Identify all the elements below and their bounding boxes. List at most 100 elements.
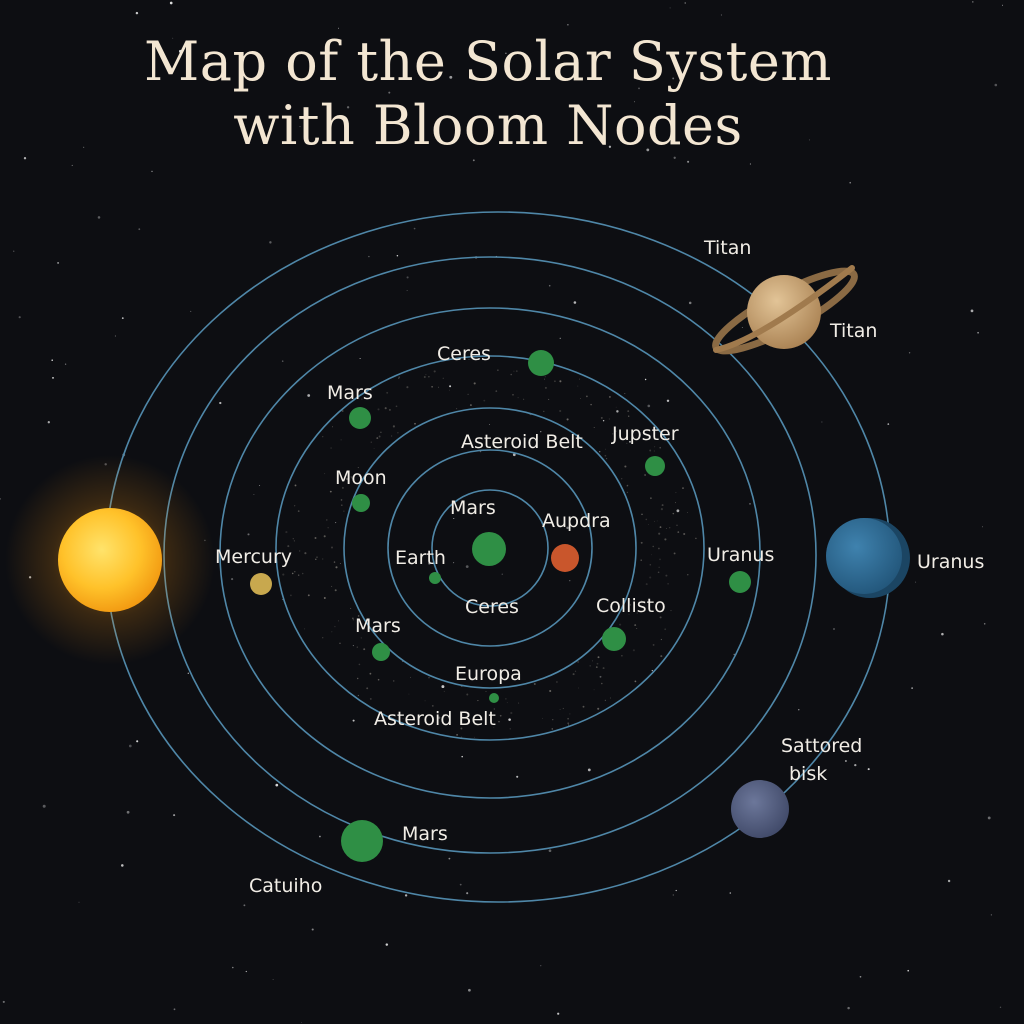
star [849, 181, 851, 184]
asteroid-dust [636, 612, 638, 614]
asteroid-dust [596, 662, 599, 665]
star [516, 775, 519, 778]
star [808, 139, 811, 141]
asteroid-dust [333, 561, 336, 563]
asteroid-dust [658, 566, 660, 568]
node-moon[interactable] [352, 494, 370, 512]
ringed-planet-icon[interactable] [708, 258, 863, 363]
asteroid-dust [386, 391, 389, 394]
star [749, 503, 751, 505]
star [385, 943, 389, 946]
asteroid-dust [604, 699, 607, 702]
asteroid-dust [627, 410, 630, 412]
orbit-ring-2 [387, 449, 593, 647]
star [729, 892, 732, 894]
asteroid-dust [586, 395, 588, 398]
asteroid-dust [380, 431, 382, 434]
asteroid-dust [433, 370, 436, 373]
star [428, 562, 431, 565]
asteroid-dust [307, 594, 310, 597]
node-mars-bottom[interactable] [341, 820, 383, 862]
star [608, 145, 612, 148]
asteroid-dust [626, 484, 629, 487]
asteroid-dust [606, 458, 608, 460]
star [114, 335, 116, 337]
asteroid-dust [388, 408, 391, 411]
asteroid-dust [677, 531, 680, 533]
star [821, 421, 823, 423]
asteroid-dust [334, 589, 337, 592]
star [299, 126, 301, 128]
asteroid-dust [339, 562, 341, 565]
star [512, 453, 516, 457]
asteroid-dust [428, 376, 430, 378]
asteroid-dust [322, 558, 324, 560]
asteroid-dust [338, 620, 340, 622]
star [672, 77, 675, 80]
asteroid-dust [645, 518, 648, 521]
asteroid-dust [659, 558, 661, 561]
node-jupster[interactable] [645, 456, 665, 476]
star [602, 419, 605, 422]
aupdra-planet-icon[interactable] [551, 544, 579, 572]
star [23, 157, 27, 160]
star [833, 628, 835, 630]
node-mars-center[interactable] [472, 532, 506, 566]
asteroid-dust [287, 545, 290, 548]
star [346, 106, 350, 109]
node-europa[interactable] [489, 693, 499, 703]
asteroid-dust [414, 422, 416, 425]
node-earth[interactable] [429, 572, 441, 584]
blue-planet-icon[interactable] [826, 518, 910, 598]
star [982, 526, 983, 528]
asteroid-dust [567, 717, 569, 720]
asteroid-dust [513, 370, 515, 372]
star [64, 363, 67, 365]
star [867, 768, 870, 771]
star [138, 228, 141, 231]
star [684, 2, 686, 4]
star [126, 810, 130, 814]
sun-icon [58, 508, 162, 612]
asteroid-dust [572, 673, 575, 676]
star [1001, 4, 1004, 6]
asteroid-dust [657, 571, 660, 574]
asteroid-dust [634, 680, 637, 683]
asteroid-dust [626, 442, 628, 445]
asteroid-dust [335, 566, 338, 569]
node-collisto[interactable] [602, 627, 626, 651]
asteroid-dust [649, 576, 652, 579]
star [52, 376, 54, 379]
asteroid-dust [676, 524, 678, 527]
node-uranus[interactable] [729, 571, 751, 593]
node-mars-upper[interactable] [349, 407, 371, 429]
asteroid-dust [431, 385, 433, 388]
star [151, 170, 153, 173]
label-uranus-big: Uranus [917, 551, 985, 573]
asteroid-dust [331, 631, 333, 633]
node-ceres-top[interactable] [528, 350, 554, 376]
star [83, 146, 85, 148]
page-title: Map of the Solar System with Bloom Nodes [0, 30, 976, 158]
grey-blue-planet-icon[interactable] [731, 780, 789, 838]
star [0, 498, 1, 500]
label-titan-top: Titan [704, 237, 752, 259]
node-mars-lower-left[interactable] [372, 643, 390, 661]
asteroid-dust [423, 375, 426, 379]
asteroid-dust [549, 689, 552, 693]
asteroid-dust [595, 666, 598, 668]
asteroid-dust [636, 627, 638, 630]
label-mars-center: Mars [450, 497, 496, 519]
mercury-planet-icon[interactable] [250, 573, 272, 595]
asteroid-dust [443, 690, 445, 692]
star [505, 52, 507, 55]
bloom-nodes [341, 350, 751, 862]
asteroid-dust [578, 434, 580, 436]
asteroid-dust [340, 439, 342, 441]
label-earth: Earth [395, 547, 446, 569]
asteroid-dust [377, 678, 380, 681]
star [437, 716, 441, 719]
star [219, 401, 222, 405]
